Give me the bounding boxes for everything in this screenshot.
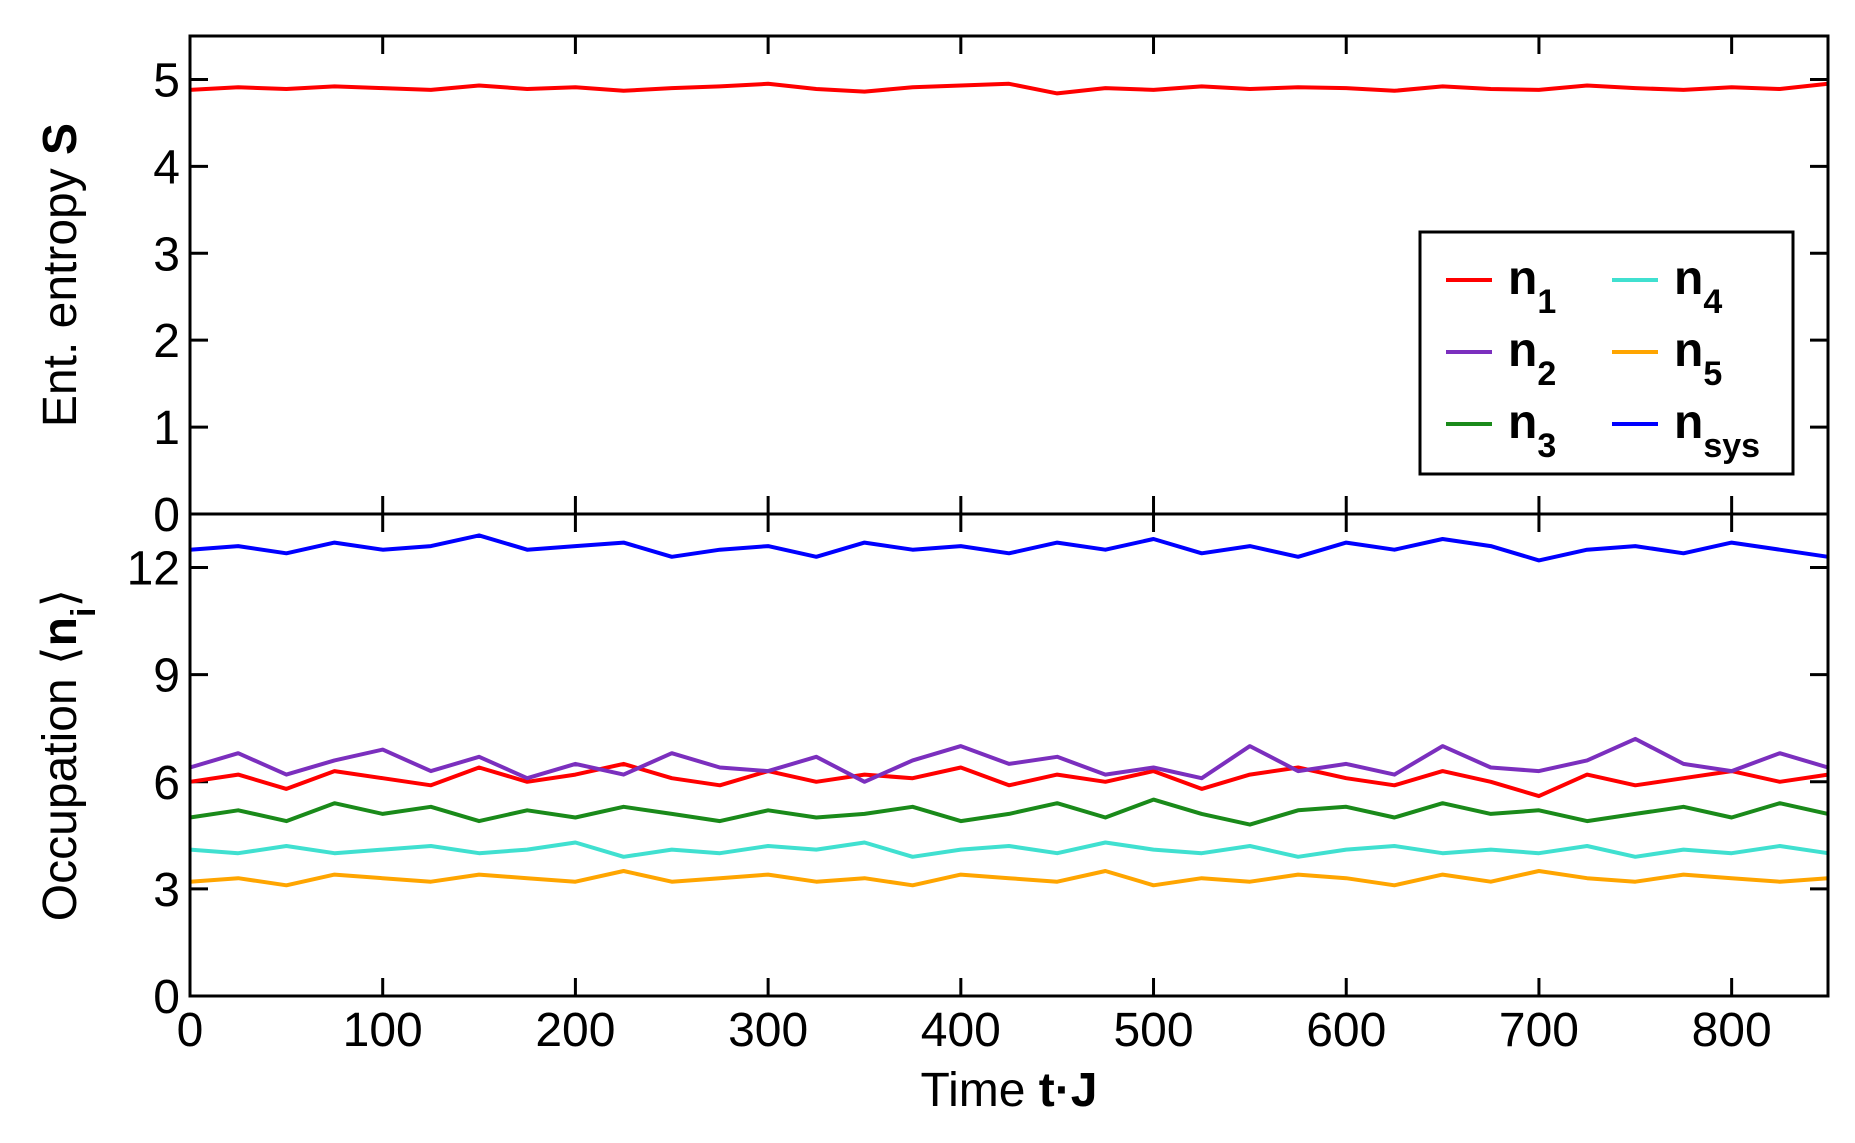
y-tick-label: 12	[127, 543, 180, 596]
legend-subscript: 1	[1537, 283, 1556, 321]
panel: 0 3 6 9 12 0 100 200 300 400 500 600 700 800 Occupatio…	[34, 512, 1830, 1117]
label-part: Ent. entropy	[34, 155, 87, 427]
x-tick-label: 400	[921, 1004, 1001, 1057]
legend-label: n2	[1508, 324, 1556, 393]
series-line	[189, 533, 1829, 563]
legend-label: n5	[1674, 324, 1722, 393]
label-part: t·J	[1039, 1064, 1098, 1117]
legend-name: n	[1674, 252, 1703, 305]
series-line	[189, 81, 1829, 96]
legend-label: n4	[1674, 252, 1722, 321]
legend-name: n	[1508, 324, 1537, 377]
y-tick-label: 3	[153, 864, 180, 917]
x-tick-label: 300	[728, 1004, 808, 1057]
label-part: Occupation ⟨	[34, 646, 87, 921]
x-tick-label: 600	[1306, 1004, 1386, 1057]
legend-subscript: 3	[1537, 427, 1556, 465]
label-part: S	[34, 123, 87, 155]
label-part: n	[34, 617, 87, 646]
y-tick-label: 9	[153, 650, 180, 703]
axes-frame	[188, 512, 1830, 998]
series-line	[189, 797, 1829, 827]
legend-name: n	[1674, 324, 1703, 377]
series-line	[189, 840, 1829, 859]
legend-subscript: 4	[1703, 283, 1722, 321]
y-tick-label: 0	[153, 971, 180, 1024]
legend-label: n3	[1508, 396, 1556, 465]
panel: 0 1 2 3 4 5 Ent. entropy S	[34, 34, 1830, 542]
legend-name: n	[1674, 396, 1703, 449]
x-tick-label: 500	[1113, 1004, 1193, 1057]
y-tick-label: 5	[153, 54, 180, 107]
series-line	[189, 869, 1829, 888]
y-tick-label: 2	[153, 315, 180, 368]
legend-name: n	[1508, 396, 1537, 449]
legend-subscript: 2	[1537, 355, 1556, 393]
series-line	[189, 736, 1829, 784]
y-tick-label: 0	[153, 489, 180, 542]
x-tick-label: 700	[1499, 1004, 1579, 1057]
x-tick-label: 200	[535, 1004, 615, 1057]
x-tick-label: 100	[343, 1004, 423, 1057]
x-axis-label: Time t·J	[921, 1064, 1098, 1117]
legend-name: n	[1508, 252, 1537, 305]
y-tick-label: 4	[153, 141, 180, 194]
y-tick-label: 6	[153, 757, 180, 810]
label-part: Time	[921, 1064, 1039, 1117]
legend-label: nsys	[1674, 396, 1760, 465]
label-part: ⟩	[34, 589, 87, 608]
legend-subscript: sys	[1703, 427, 1760, 465]
y-tick-label: 1	[153, 402, 180, 455]
y-axis-label: Occupation ⟨ni⟩	[34, 589, 103, 921]
legend-subscript: 5	[1703, 355, 1722, 393]
legend-label: n1	[1508, 252, 1556, 321]
series-line	[189, 761, 1829, 799]
y-axis-label: Ent. entropy S	[34, 123, 87, 427]
label-part: i	[65, 608, 103, 617]
x-tick-label: 800	[1692, 1004, 1772, 1057]
x-tick-label: 0	[177, 1004, 204, 1057]
y-tick-label: 3	[153, 228, 180, 281]
